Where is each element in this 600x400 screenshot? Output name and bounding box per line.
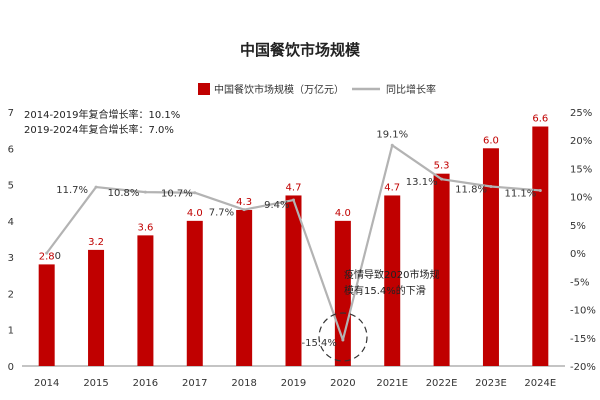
bar-series [38, 126, 549, 366]
y-left-tick-label: 2 [8, 289, 14, 300]
y-left-tick-label: 4 [8, 217, 14, 228]
y-left-tick-label: 6 [8, 144, 14, 155]
bar [384, 195, 401, 366]
bar [532, 126, 549, 366]
note-line-1: 疫情导致2020市场规 [344, 268, 439, 281]
bar [482, 148, 499, 366]
x-tick-label: 2019 [281, 378, 306, 389]
bar-value-label: 2.8 [39, 251, 55, 262]
highlight-circle [318, 312, 368, 362]
y-left-tick-label: 1 [8, 326, 14, 337]
note-annotation: 疫情导致2020市场规 模有15.4%的下滑 [318, 268, 439, 362]
bar-value-label: 4.7 [384, 182, 400, 193]
y-right-tick-label: 5% [570, 221, 586, 232]
data-labels: 2.8 3.2 3.6 4.0 4.3 4.7 4.0 4.7 5.3 6.0 6.6 0 11.7% 1… [39, 114, 549, 350]
cagr-annotation: 2014-2019年复合增长率：10.1% 2019-2024年复合增长率：7.… [24, 108, 180, 136]
x-tick-label: 2015 [83, 378, 108, 389]
y-right-tick-label: 25% [570, 108, 592, 119]
bar [285, 195, 302, 366]
legend-line-label: 同比增长率 [386, 83, 436, 96]
x-tick-label: 2022E [426, 378, 458, 389]
bar [433, 173, 450, 366]
bar-value-label: 4.0 [187, 208, 203, 219]
bar-value-label: 4.7 [286, 182, 302, 193]
y-right-tick-label: -10% [570, 306, 596, 317]
y-right-tick-label: -15% [570, 334, 596, 345]
bar-value-label: 3.2 [88, 237, 104, 248]
bar-value-label: 3.6 [137, 222, 153, 233]
y-right-tick-label: 20% [570, 136, 592, 147]
growth-rate-label: 13.1% [406, 177, 438, 188]
growth-rate-label: 10.7% [161, 189, 193, 200]
bar [88, 249, 105, 366]
y-right-tick-label: 15% [570, 164, 592, 175]
growth-point [440, 177, 444, 181]
bar [38, 264, 55, 366]
bar [137, 235, 154, 366]
x-tick-label: 2018 [231, 378, 256, 389]
x-tick-label: 2021E [376, 378, 408, 389]
growth-rate-label: 0 [55, 251, 61, 262]
bar-value-label: 6.6 [532, 114, 548, 125]
x-tick-label: 2024E [524, 378, 556, 389]
y-right-tick-label: -20% [570, 362, 596, 373]
growth-rate-label: 11.1% [505, 188, 537, 199]
bar-value-label: 5.3 [434, 161, 450, 172]
y-right-tick-label: 0% [570, 249, 586, 260]
x-tick-label: 2020 [330, 378, 355, 389]
growth-point [341, 338, 345, 342]
growth-line-series [45, 143, 542, 342]
growth-point [242, 208, 246, 212]
growth-point [489, 185, 493, 189]
growth-rate-label: 11.8% [455, 185, 487, 196]
growth-rate-label: 7.7% [209, 208, 234, 219]
x-tick-label: 2023E [475, 378, 507, 389]
growth-rate-label: 19.1% [376, 129, 408, 140]
growth-rate-label: -15.4% [301, 338, 336, 349]
legend-bar-label: 中国餐饮市场规模（万亿元） [214, 83, 344, 96]
growth-rate-label: 11.7% [56, 185, 88, 196]
note-line-2: 模有15.4%的下滑 [344, 284, 426, 297]
growth-point [292, 198, 295, 202]
legend: 中国餐饮市场规模（万亿元） 同比增长率 [198, 83, 436, 96]
bar-value-label: 6.0 [483, 135, 499, 146]
growth-point [94, 185, 98, 189]
y-right-tick-label: 10% [570, 193, 592, 204]
y-left-tick-label: 5 [8, 181, 14, 192]
growth-rate-label: 9.4% [264, 200, 289, 211]
chart-title: 中国餐饮市场规模 [240, 41, 361, 59]
cagr-line-2: 2019-2024年复合增长率：7.0% [24, 123, 174, 136]
x-tick-label: 2014 [34, 378, 59, 389]
bar-value-label: 4.3 [236, 197, 252, 208]
growth-point [538, 188, 542, 192]
growth-point [143, 190, 147, 194]
growth-point [193, 191, 197, 195]
legend-bar-swatch [198, 83, 210, 95]
bar [186, 220, 203, 366]
growth-point [45, 251, 49, 255]
bar [236, 209, 253, 366]
growth-point [390, 143, 394, 147]
y-right-tick-label: -5% [570, 277, 589, 288]
bar-value-label: 4.0 [335, 208, 351, 219]
cagr-line-1: 2014-2019年复合增长率：10.1% [24, 108, 180, 121]
y-left-tick-label: 7 [8, 108, 14, 119]
y-left-tick-label: 0 [8, 362, 14, 373]
x-tick-label: 2017 [182, 378, 207, 389]
growth-rate-label: 10.8% [108, 188, 140, 199]
y-left-tick-label: 3 [8, 253, 14, 264]
x-tick-label: 2016 [133, 378, 158, 389]
axes: 0 1 2 3 4 5 6 7 -20% -15% -10% -5% 0% 5% 10% 15% 20% 25% 2… [8, 108, 596, 389]
